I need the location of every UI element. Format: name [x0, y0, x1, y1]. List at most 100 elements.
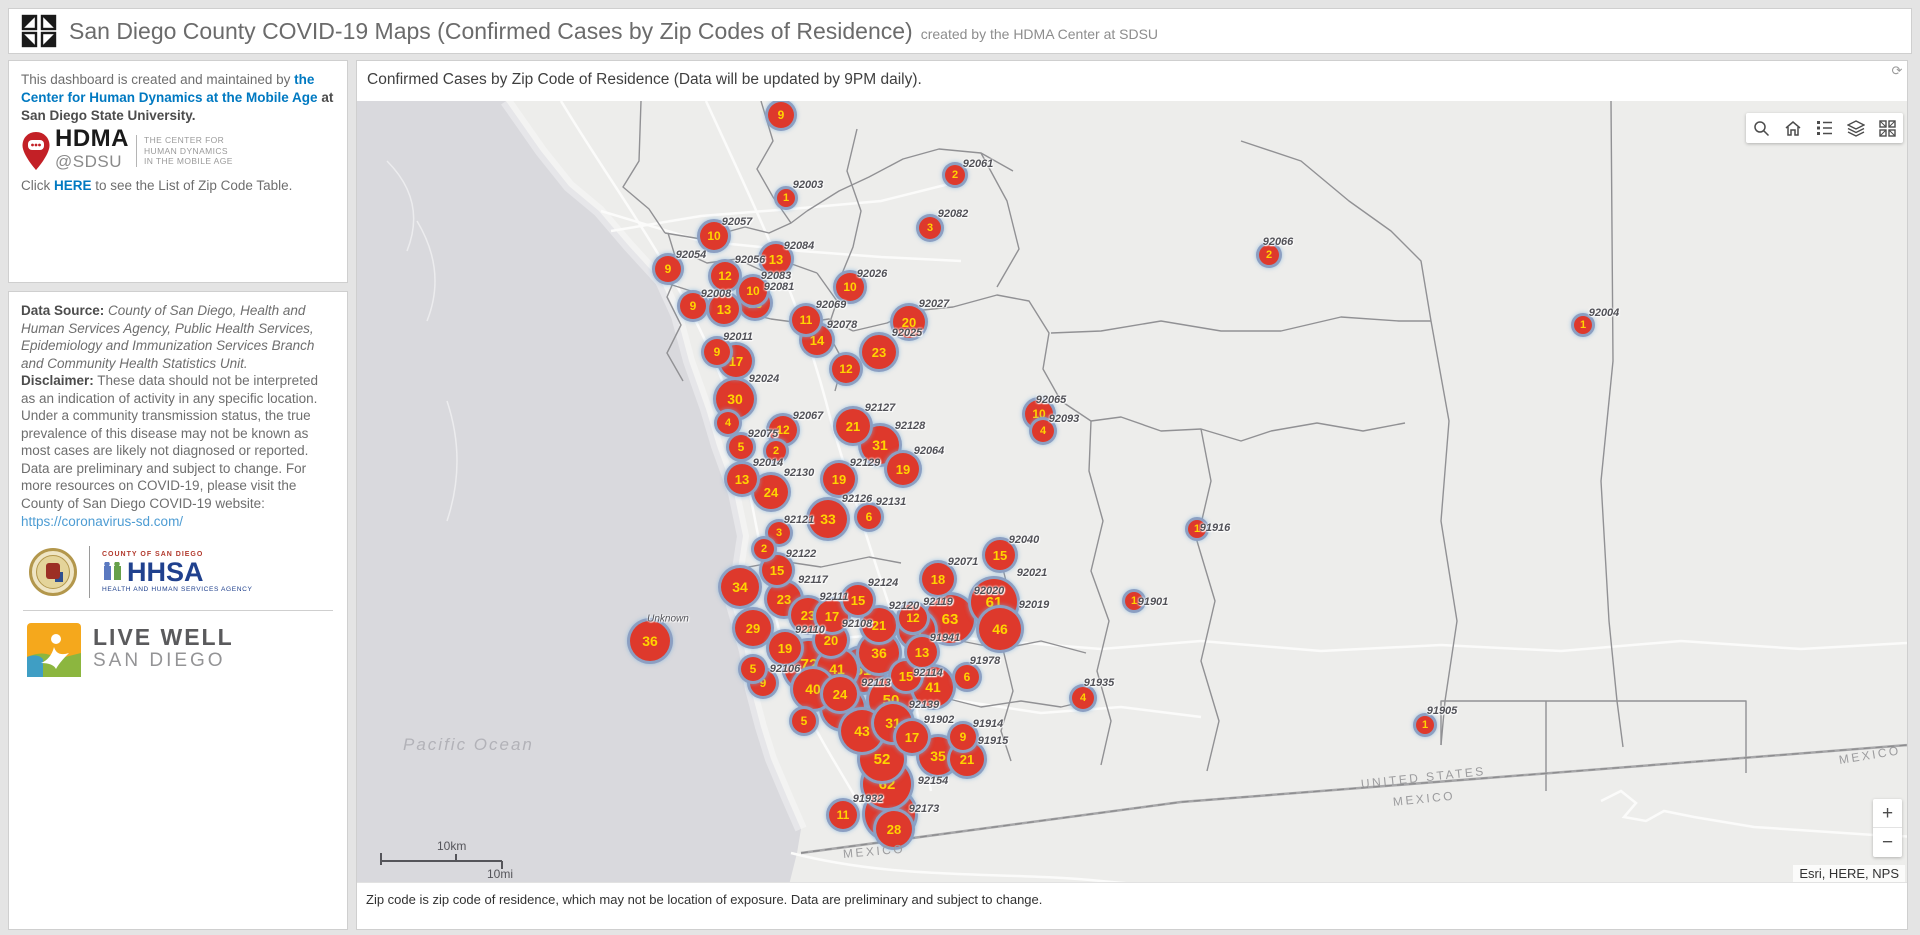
hdma-logo: HDMA @SDSU THE CENTER FOR HUMAN DYNAMICS…	[21, 127, 335, 173]
data-source-label: Data Source:	[21, 303, 105, 318]
disclaimer-text: These data should not be interpreted as …	[21, 373, 318, 512]
layers-icon[interactable]	[1840, 113, 1871, 143]
case-bubble[interactable]: 5	[738, 654, 768, 684]
case-bubble[interactable]: 12	[708, 259, 742, 293]
case-bubble[interactable]: 10	[697, 219, 731, 253]
case-bubble[interactable]: 13	[904, 634, 940, 670]
map-footnote: Zip code is zip code of residence, which…	[366, 892, 1043, 907]
about-text: This dashboard is created and maintained…	[21, 72, 295, 87]
map-titlebar: Confirmed Cases by Zip Code of Residence…	[357, 61, 1907, 101]
click-suffix: to see the List of Zip Code Table.	[91, 177, 293, 193]
case-bubble[interactable]: 10	[1022, 397, 1056, 431]
case-bubble[interactable]: 12	[829, 352, 863, 386]
case-bubble[interactable]: 13	[706, 291, 742, 327]
case-bubble[interactable]: 36	[627, 618, 673, 664]
ocean-label: Pacific Ocean	[403, 735, 534, 754]
basemap-icon[interactable]	[1872, 113, 1903, 143]
zoom-in-button[interactable]: +	[1873, 799, 1902, 828]
data-source-panel: Data Source: County of San Diego, Health…	[8, 291, 348, 930]
livewell-line2: SAN DIEGO	[93, 650, 226, 672]
case-bubble[interactable]: 5	[789, 706, 819, 736]
coronavirus-sd-link[interactable]: https://coronavirus-sd.com/	[21, 513, 184, 529]
case-bubble[interactable]: 18	[919, 560, 957, 598]
case-bubble[interactable]: 3	[916, 214, 944, 242]
home-icon[interactable]	[1777, 113, 1808, 143]
case-bubble[interactable]: 9	[765, 101, 797, 131]
hhsa-logo: COUNTY OF SAN DIEGO HHSA HEALTH AND HUMA…	[21, 544, 335, 600]
search-icon[interactable]	[1746, 113, 1777, 143]
case-bubble[interactable]: 19	[820, 460, 858, 498]
case-bubble[interactable]: 10	[736, 274, 770, 308]
about-panel: This dashboard is created and maintained…	[8, 60, 348, 283]
case-bubble[interactable]: 11	[826, 798, 860, 832]
livewell-icon	[27, 623, 81, 678]
divider	[23, 610, 333, 612]
map-title: Confirmed Cases by Zip Code of Residence…	[367, 71, 922, 88]
case-bubble[interactable]: 4	[1069, 684, 1097, 712]
case-bubble[interactable]: 11	[789, 303, 823, 337]
livewell-logo: LIVE WELL SAN DIEGO	[27, 623, 335, 678]
case-bubble[interactable]: 2	[763, 438, 789, 464]
case-bubble[interactable]: 28	[873, 808, 915, 850]
case-bubble[interactable]: 9	[701, 336, 733, 368]
map-canvas[interactable]: Pacific Ocean 74726362615251504746434141…	[357, 101, 1907, 885]
case-bubble[interactable]: 3	[765, 519, 793, 547]
ocean-polygon	[357, 101, 801, 885]
case-bubble[interactable]: 12	[896, 601, 930, 635]
case-bubble[interactable]: 1	[1122, 589, 1146, 613]
case-bubble[interactable]: 24	[820, 674, 860, 714]
case-bubble[interactable]: 6	[952, 662, 982, 692]
case-bubble[interactable]: 1	[1185, 517, 1209, 541]
legend-icon[interactable]	[1809, 113, 1840, 143]
page-subtitle: created by the HDMA Center at SDSU	[920, 26, 1159, 42]
case-bubble[interactable]: 2	[942, 162, 968, 188]
case-bubble[interactable]: 21	[833, 406, 873, 446]
case-bubble[interactable]: 6	[854, 502, 884, 532]
case-bubble[interactable]: 19	[766, 629, 804, 667]
case-bubble[interactable]: 1	[774, 186, 798, 210]
case-bubble[interactable]: 13	[758, 241, 794, 277]
case-bubble[interactable]: 5	[726, 432, 756, 462]
click-prefix: Click	[21, 177, 54, 193]
case-bubble[interactable]: 46	[976, 605, 1024, 653]
hhsa-tagline: HEALTH AND HUMAN SERVICES AGENCY	[102, 585, 253, 593]
case-bubble[interactable]: 15	[888, 658, 924, 694]
case-bubble[interactable]: 20	[890, 303, 928, 341]
map-toolbar	[1746, 113, 1903, 143]
zip-table-link[interactable]: HERE	[54, 177, 92, 193]
hhsa-acronym: HHSA	[127, 556, 204, 587]
hdma-center-link[interactable]: the Center for Human Dynamics at the Mob…	[21, 72, 318, 105]
case-bubble[interactable]: 2	[1256, 242, 1282, 268]
case-bubble[interactable]: 33	[806, 497, 850, 541]
data-source-text: County of San Diego, Health and Human Se…	[21, 303, 315, 371]
case-bubble[interactable]: 23	[859, 332, 899, 372]
case-bubble[interactable]: 34	[718, 565, 762, 609]
case-bubble[interactable]: 17	[893, 718, 931, 756]
case-bubble[interactable]: 2	[751, 536, 777, 562]
case-bubble[interactable]: 1	[1571, 313, 1595, 337]
case-bubble[interactable]: 21	[859, 605, 899, 645]
case-bubble[interactable]: 10	[833, 270, 867, 304]
case-bubble[interactable]: 9	[677, 290, 709, 322]
case-bubble[interactable]: 15	[982, 537, 1018, 573]
case-bubble[interactable]: 9	[652, 253, 684, 285]
case-bubble[interactable]: 4	[1029, 417, 1057, 445]
hdma-grid-icon	[21, 14, 57, 48]
case-bubble[interactable]: 4	[714, 409, 742, 437]
hhsa-people-icon	[102, 562, 124, 583]
border-line	[800, 743, 1907, 855]
livewell-line1: LIVE WELL	[93, 624, 234, 651]
case-bubble[interactable]: 19	[884, 450, 922, 488]
zoom-out-button[interactable]: −	[1881, 832, 1894, 853]
case-bubble[interactable]: 15	[840, 582, 876, 618]
disclaimer-label: Disclaimer:	[21, 373, 94, 389]
case-bubble[interactable]: 9	[947, 721, 979, 753]
logo-separator	[89, 546, 90, 599]
refresh-icon[interactable]: ⟳	[1891, 63, 1903, 78]
hdma-at-sdsu: @SDSU	[55, 152, 122, 172]
county-seal-icon	[29, 548, 77, 597]
case-bubble[interactable]: 1	[1413, 713, 1437, 737]
case-bubble[interactable]: 13	[724, 461, 760, 497]
case-bubble[interactable]: 15	[759, 552, 795, 588]
case-bubbles-layer: 7472636261525150474643414140363635343331…	[357, 101, 1907, 885]
